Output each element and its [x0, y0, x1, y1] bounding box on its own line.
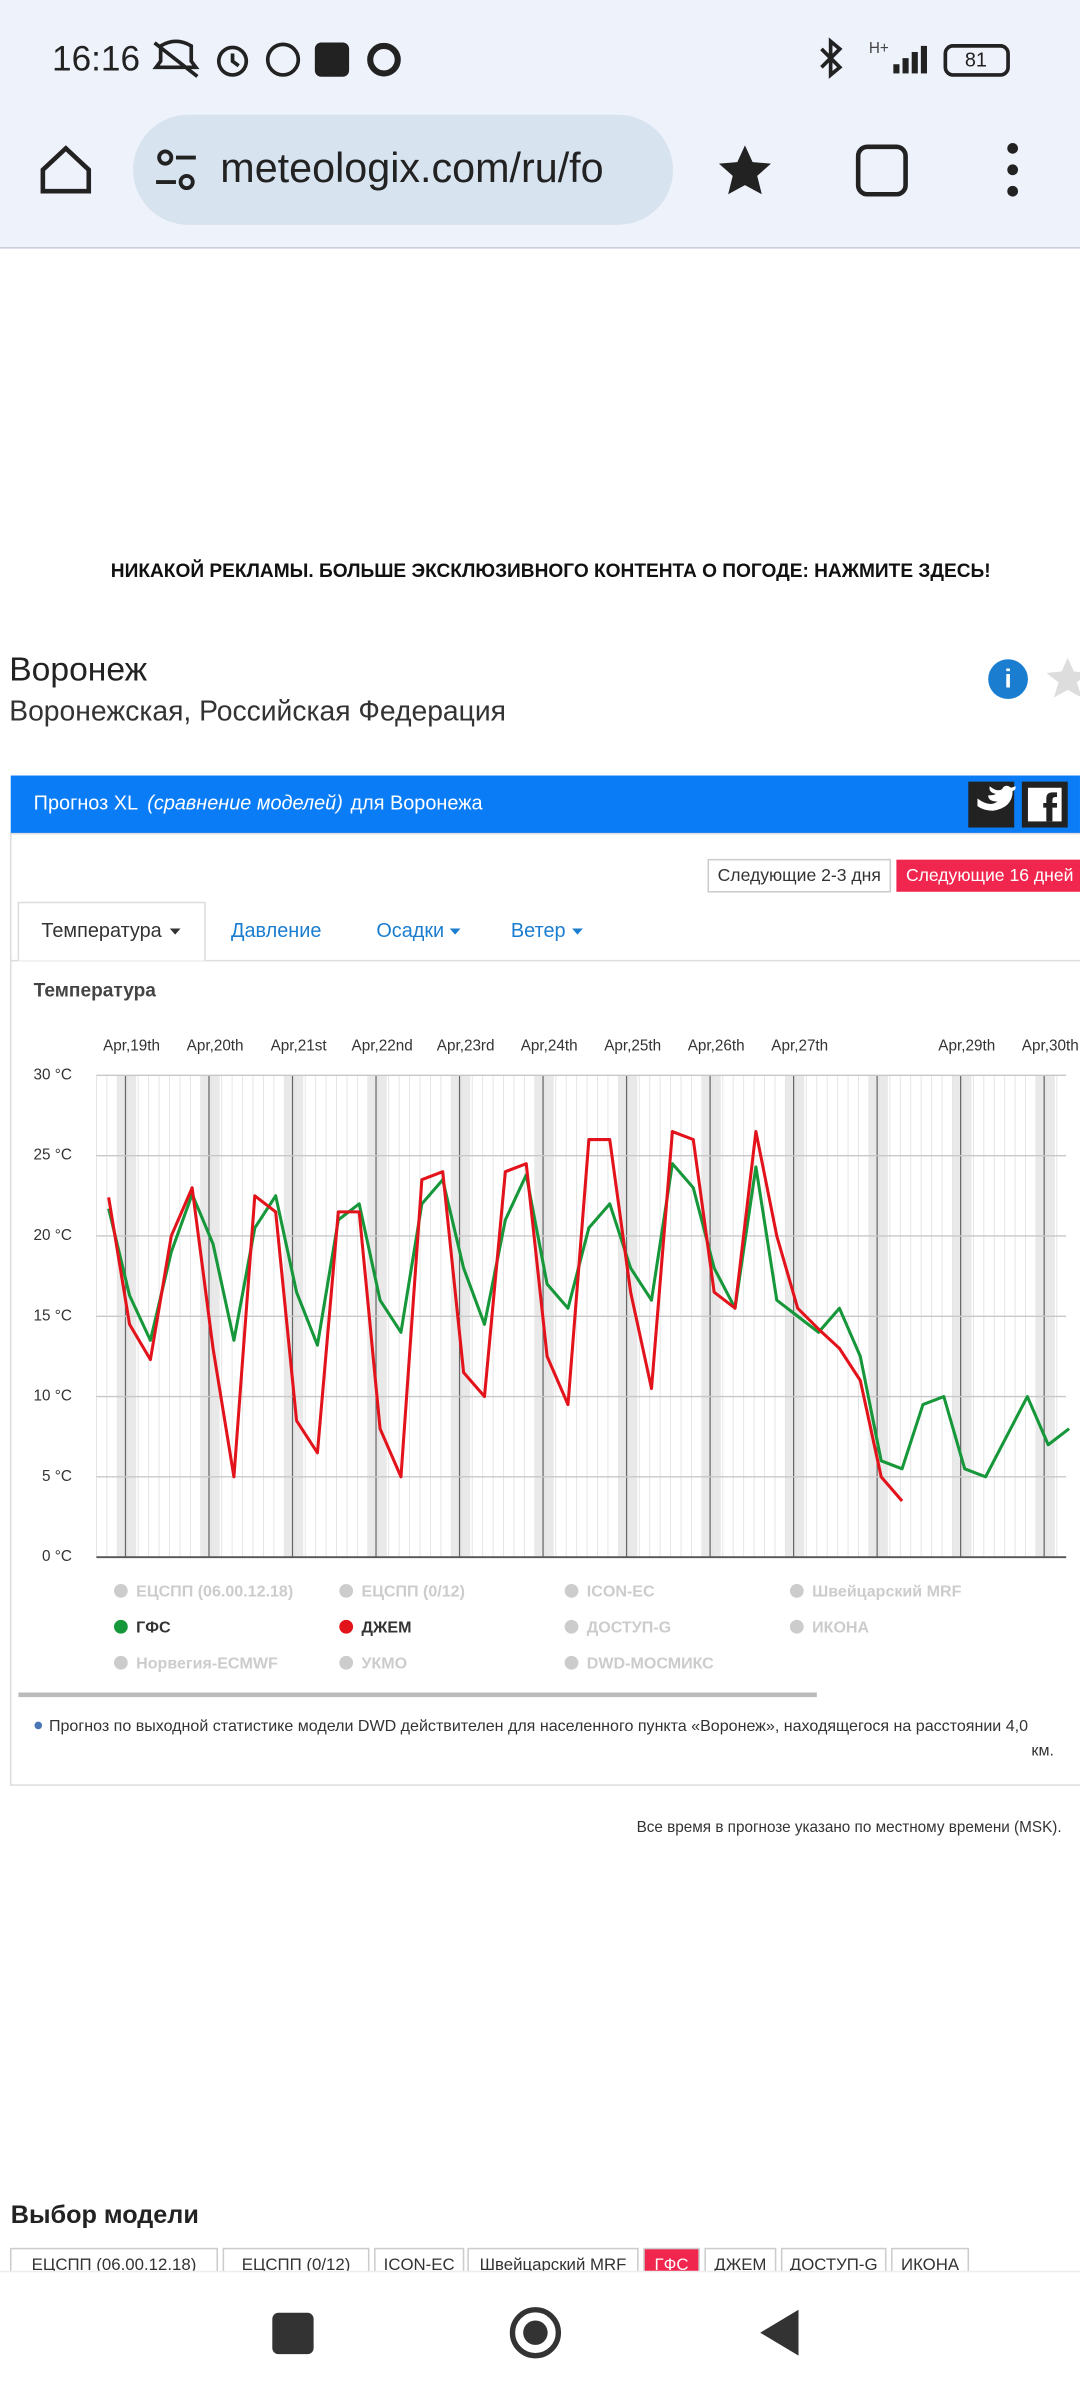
x-tick-label: Apr,24th: [521, 1037, 578, 1054]
twitter-icon: [977, 785, 1016, 811]
info-button[interactable]: [988, 659, 1028, 700]
tab-carets: [169, 928, 583, 935]
network-type: H+: [869, 40, 889, 57]
forecast-banner: [10, 775, 1080, 834]
plot: 0 °C 5 °C 10 °C 15 °C 20 °C 25 °C 30 °C Apr,19t…: [34, 1037, 1079, 1565]
legend-label[interactable]: ГФС: [136, 1619, 171, 1637]
model-button-label: Швейцарский MRF: [480, 2255, 627, 2274]
battery-level: 81: [965, 49, 987, 71]
legend-swatch[interactable]: [113, 1619, 128, 1634]
x-tick-label: Apr,21st: [271, 1037, 328, 1054]
tab-label[interactable]: Ветер: [511, 920, 566, 942]
city: Воронеж: [9, 651, 147, 688]
banner-suffix: для Воронежа: [351, 793, 484, 815]
y-tick-label: 5 °C: [42, 1468, 72, 1485]
legend-label[interactable]: ЕЦСПП (0/12): [361, 1583, 464, 1601]
banner-emphasis: (сравнение моделей): [147, 793, 343, 815]
forecast-card: [9, 832, 1080, 1786]
x-tick-label: Apr,27th: [771, 1037, 828, 1054]
range-button-label: Следующие 16 дней: [906, 865, 1074, 885]
legend-swatch[interactable]: [564, 1655, 579, 1670]
ad-link[interactable]: НИКАКОЙ РЕКЛАМЫ. БОЛЬШЕ ЭКСКЛЮЗИВНОГО КО…: [111, 560, 991, 582]
y-tick-label: 0 °C: [42, 1548, 72, 1565]
legend: ЕЦСПП (06.00.12.18) ЕЦСПП (0/12) ICON-EC Шв…: [113, 1583, 962, 1672]
legend-label[interactable]: Норвегия-ECMWF: [136, 1654, 278, 1672]
url-bar[interactable]: [133, 114, 674, 225]
tabs-button[interactable]: [855, 144, 908, 197]
facebook-f: [1043, 792, 1058, 822]
status-icons: [152, 37, 1010, 79]
recents-button[interactable]: [272, 2312, 314, 2355]
x-tick-label: Apr,23rd: [437, 1037, 495, 1054]
range-button[interactable]: [707, 858, 892, 893]
x-tick-label: Apr,29th: [938, 1037, 995, 1054]
model-selection-title: Выбор модели: [11, 2201, 199, 2229]
model-button-label: ICON-EC: [384, 2255, 455, 2274]
range-button-label: Следующие 2-3 дня: [718, 865, 881, 885]
chart-title: Температура: [34, 980, 157, 1001]
bookmark-star[interactable]: [718, 145, 771, 195]
legend-label[interactable]: ИКОНА: [812, 1619, 869, 1637]
model-button-label: ЕЦСПП (06.00.12.18): [32, 2255, 197, 2274]
model-button-label: ДЖЕМ: [714, 2255, 766, 2274]
timezone-note: Все время в прогнозе указано по местному…: [637, 1819, 1062, 1836]
legend-swatch[interactable]: [339, 1619, 354, 1634]
info-glyph: i: [1004, 664, 1011, 694]
x-tick-label: Apr,26th: [688, 1037, 745, 1054]
range-button-active[interactable]: [896, 859, 1080, 892]
x-tick-label: Apr,20th: [187, 1037, 244, 1054]
legend-label[interactable]: ДОСТУП-G: [587, 1619, 671, 1637]
clock: 16:16: [52, 39, 140, 78]
x-tick-label: Apr,25th: [604, 1037, 661, 1054]
series-line: [107, 1130, 904, 1502]
home-nav-dot: [523, 2320, 548, 2345]
banner-title: Прогноз XL (сравнение моделей) для Воронеж…: [34, 793, 484, 815]
x-tick-label: Apr,22nd: [352, 1037, 413, 1054]
model-button-label: ГФС: [655, 2255, 689, 2274]
region: Воронежская, Российская Федерация: [9, 694, 506, 726]
tab-label[interactable]: Давление: [231, 920, 321, 942]
legend-swatch[interactable]: [789, 1583, 804, 1598]
legend-label[interactable]: ДЖЕМ: [361, 1619, 411, 1637]
model-button-label: ЕЦСПП (0/12): [242, 2255, 351, 2274]
home-nav-button[interactable]: [509, 2307, 562, 2359]
model-button-label: ИКОНА: [901, 2255, 960, 2274]
favorite-star[interactable]: [1046, 657, 1080, 698]
y-tick-label: 30 °C: [34, 1066, 72, 1083]
footnote: Прогноз по выходной статистике модели DW…: [49, 1717, 1028, 1735]
x-tick-label: Apr,19th: [103, 1037, 160, 1054]
x-tick-label: Apr,30th: [1022, 1037, 1079, 1054]
legend-swatch[interactable]: [339, 1655, 354, 1670]
y-tick-label: 20 °C: [34, 1227, 72, 1244]
legend-label[interactable]: Швейцарский MRF: [812, 1583, 961, 1601]
legend-label[interactable]: УКМО: [361, 1654, 407, 1672]
menu-button[interactable]: [1007, 143, 1019, 197]
legend-swatch[interactable]: [113, 1583, 128, 1598]
legend-swatch[interactable]: [564, 1583, 579, 1598]
home-button[interactable]: [40, 145, 92, 194]
back-button[interactable]: [760, 2309, 799, 2356]
tab-label[interactable]: Осадки: [376, 920, 444, 942]
tab-label: Температура: [41, 920, 162, 942]
y-tick-label: 10 °C: [34, 1388, 72, 1405]
legend-swatch[interactable]: [339, 1583, 354, 1598]
legend-label[interactable]: ICON-EC: [587, 1583, 655, 1601]
legend-swatch[interactable]: [113, 1655, 128, 1670]
url-text: meteologix.com/ru/fo: [220, 145, 603, 191]
signal: [893, 45, 927, 74]
legend-swatch[interactable]: [564, 1619, 579, 1634]
banner-prefix: Прогноз XL: [34, 793, 138, 815]
y-tick-label: 25 °C: [34, 1147, 72, 1164]
site-settings-icon[interactable]: [156, 149, 196, 191]
model-button-label: ДОСТУП-G: [790, 2255, 878, 2274]
legend-swatch[interactable]: [789, 1619, 804, 1634]
y-tick-label: 15 °C: [34, 1307, 72, 1324]
footnote-bullet: [34, 1721, 43, 1730]
active-tab[interactable]: [17, 901, 206, 961]
legend-label[interactable]: DWD-МОСМИКС: [587, 1654, 714, 1672]
legend-label[interactable]: ЕЦСПП (06.00.12.18): [136, 1583, 293, 1601]
footnote: км.: [1031, 1742, 1054, 1760]
